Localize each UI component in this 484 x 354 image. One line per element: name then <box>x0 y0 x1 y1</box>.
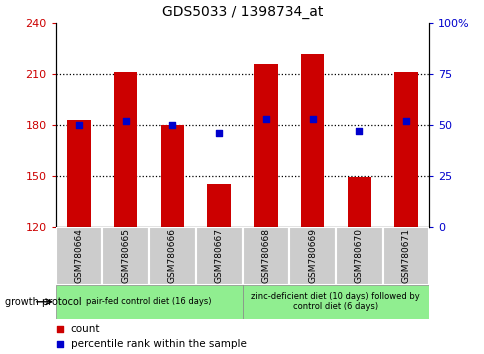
Bar <box>114 72 137 227</box>
Text: GSM780664: GSM780664 <box>75 228 83 283</box>
Bar <box>393 72 417 227</box>
Bar <box>300 53 323 227</box>
Text: growth protocol: growth protocol <box>5 297 81 307</box>
Text: zinc-deficient diet (10 days) followed by
control diet (6 days): zinc-deficient diet (10 days) followed b… <box>251 292 419 312</box>
Bar <box>196 227 242 285</box>
Point <box>168 122 176 128</box>
Point <box>308 116 316 121</box>
Text: GSM780668: GSM780668 <box>261 228 270 283</box>
Title: GDS5033 / 1398734_at: GDS5033 / 1398734_at <box>162 5 322 19</box>
Bar <box>242 227 288 285</box>
Bar <box>161 125 184 227</box>
Text: GSM780667: GSM780667 <box>214 228 223 283</box>
Text: GSM780670: GSM780670 <box>354 228 363 283</box>
Bar <box>67 120 91 227</box>
Point <box>121 118 129 124</box>
Text: GSM780665: GSM780665 <box>121 228 130 283</box>
Bar <box>335 227 382 285</box>
Point <box>56 326 63 331</box>
Point <box>401 118 409 124</box>
Bar <box>288 227 335 285</box>
Bar <box>56 285 242 319</box>
Point <box>56 341 63 347</box>
Point <box>261 116 269 121</box>
Text: count: count <box>71 324 100 333</box>
Text: pair-fed control diet (16 days): pair-fed control diet (16 days) <box>86 297 212 306</box>
Bar <box>207 184 230 227</box>
Text: percentile rank within the sample: percentile rank within the sample <box>71 339 246 349</box>
Bar <box>347 177 370 227</box>
Point <box>215 130 223 136</box>
Text: GSM780671: GSM780671 <box>401 228 409 283</box>
Text: GSM780669: GSM780669 <box>307 228 317 283</box>
Bar <box>254 64 277 227</box>
Bar <box>102 227 149 285</box>
Bar <box>149 227 196 285</box>
Text: GSM780666: GSM780666 <box>167 228 177 283</box>
Point <box>75 122 83 128</box>
Bar <box>382 227 428 285</box>
Bar <box>56 227 102 285</box>
Bar <box>242 285 428 319</box>
Point <box>355 128 363 134</box>
